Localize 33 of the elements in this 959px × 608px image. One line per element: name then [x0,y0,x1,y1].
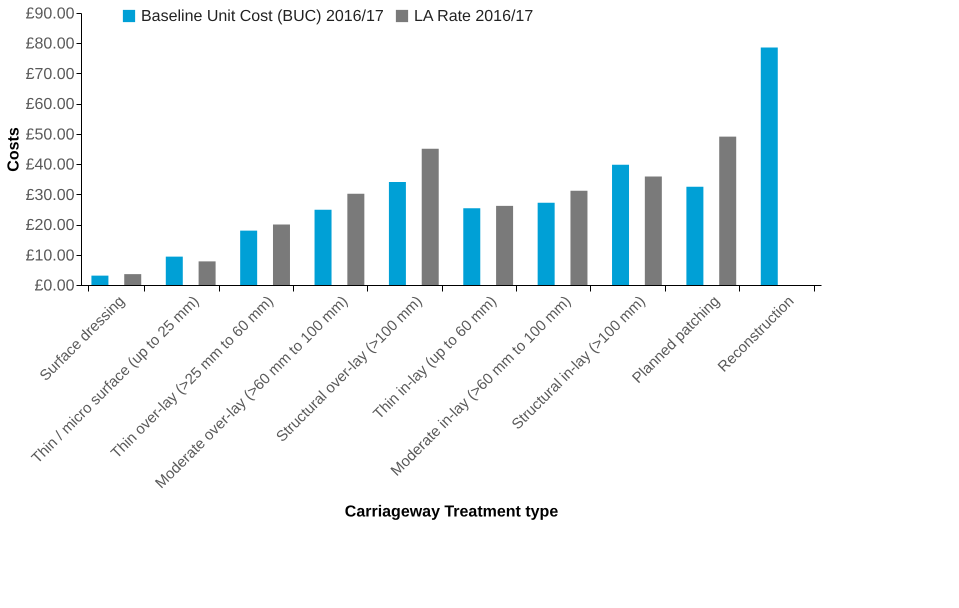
bar [463,208,480,285]
x-axis-title: Carriageway Treatment type [344,504,558,520]
bar [166,256,183,285]
bar [422,148,439,285]
y-tick-label: £60.00 [26,96,75,114]
legend-label: Baseline Unit Cost (BUC) 2016/17 [141,8,384,25]
y-tick-label: £0.00 [34,278,75,294]
y-tick-label: £20.00 [26,217,75,234]
y-tick-label: £50.00 [26,126,75,144]
bar [272,224,290,285]
bar [644,176,662,285]
bar [496,206,514,285]
bar [760,47,778,285]
bar [347,194,364,285]
bar [538,202,555,285]
y-tick-label: £10.00 [26,247,75,264]
bar [388,182,406,285]
bar [570,190,588,285]
legend-label: LA Rate 2016/17 [414,8,534,25]
bar [686,186,704,285]
bar [240,230,258,285]
bar [124,274,142,285]
y-tick-label: £90.00 [26,6,75,22]
y-tick-label: £80.00 [26,36,75,53]
bar [198,261,216,285]
bar [91,276,108,285]
y-axis-title: Costs [6,127,23,172]
bar [314,210,332,285]
y-tick-label: £40.00 [26,156,75,174]
y-tick-label: £30.00 [26,186,75,204]
bar [719,136,736,285]
y-tick-label: £70.00 [26,66,75,83]
bar [612,164,630,285]
